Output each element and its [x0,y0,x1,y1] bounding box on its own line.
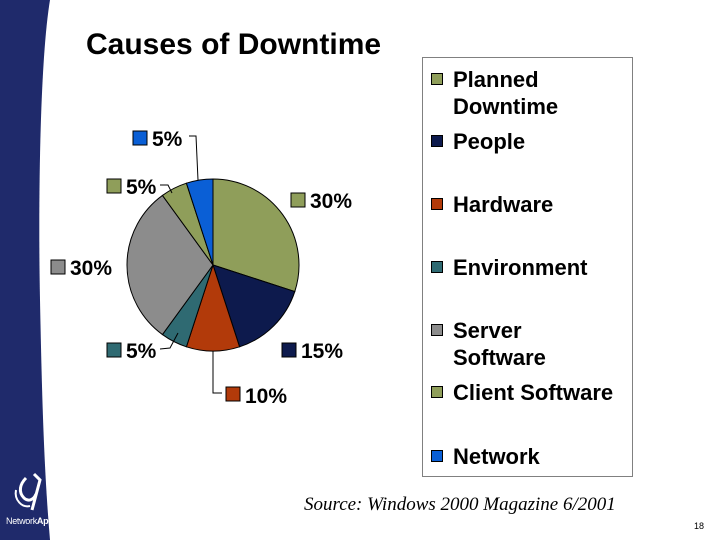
pie-slices [126,178,300,352]
legend-label: Hardware [453,192,554,217]
legend-label: Planned Downtime [453,67,559,119]
sidebar-band [0,0,50,540]
legend-label: Client Software [453,380,614,405]
network-appliance-logo [4,470,84,532]
logo-registered-mark: ® [77,516,84,526]
legend-swatch [431,135,443,147]
data-label: 5% [152,128,183,151]
leader-line [159,332,179,350]
logo-text: NetworkAppliance® [6,516,84,526]
legend-label: Server Software [453,318,546,370]
legend-label: Environment [453,255,588,280]
data-label-swatch [281,342,297,358]
pie-slice-server-software [126,194,214,336]
data-labels: 30% 15% 10% 5% 30% 5% 5% [50,128,352,408]
data-label-swatch [132,130,148,146]
legend-swatch [431,324,443,336]
logo-mark-icon [14,472,42,511]
leader-line [189,135,199,181]
legend-swatch [431,450,443,462]
sidebar-graphic [0,0,50,540]
logo-text-bold: Appliance [36,516,78,526]
data-label: 5% [126,176,157,199]
data-label: 15% [301,340,343,363]
pie-slice-network [185,178,214,266]
data-label: 30% [70,257,112,280]
leader-lines [159,135,222,394]
leader-line [212,351,222,394]
legend-label: People [453,129,526,154]
data-label: 10% [245,385,287,408]
data-label-swatch [50,259,66,275]
data-label-swatch [106,178,122,194]
legend-label: Network [453,444,540,469]
chart-legend: Planned Downtime People Hardware Environmen… [422,57,633,477]
leader-line [160,184,173,194]
data-label-swatch [290,192,306,208]
legend-swatch [431,73,443,85]
logo-text-regular: Network [6,516,37,526]
page-number: 18 [694,521,705,531]
legend-swatch [431,261,443,273]
pie-slice-planned-downtime [212,178,300,293]
legend-swatch [431,198,443,210]
source-citation: Source: Windows 2000 Magazine 6/2001 [304,494,616,515]
data-label: 30% [310,190,352,213]
legend-swatch [431,386,443,398]
data-label-swatch [106,342,122,358]
data-label: 5% [126,340,157,363]
data-label-swatch [225,386,241,402]
slide-title: Causes of Downtime [86,28,382,61]
